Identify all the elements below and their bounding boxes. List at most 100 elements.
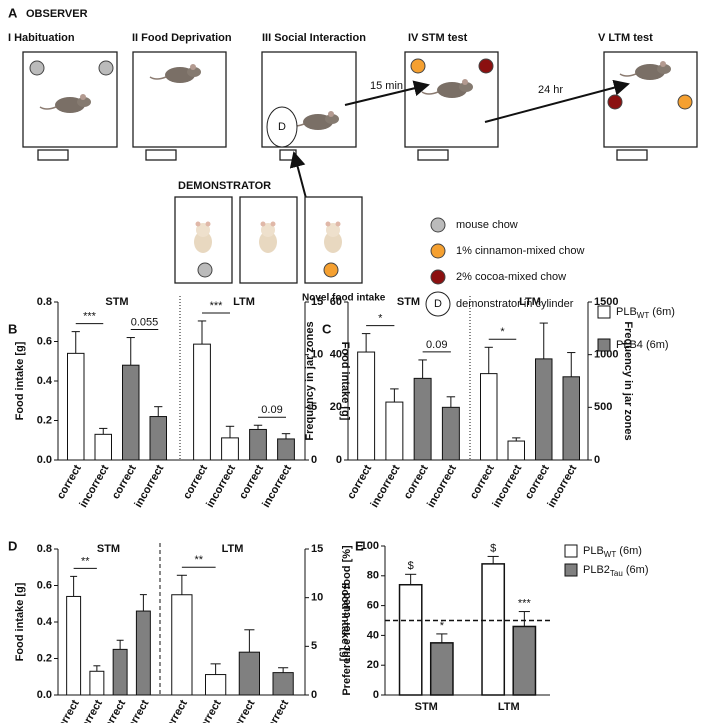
significance-label: $ (490, 542, 496, 554)
x-tick-label: correct (345, 463, 374, 502)
y2-tick-label: 1000 (594, 349, 618, 361)
y2-tick-label: 0 (311, 454, 317, 466)
y2-tick-label: 5 (311, 640, 317, 652)
legend-suffix: (6m) (616, 545, 642, 557)
significance-label: *** (83, 311, 97, 323)
bar (89, 670, 105, 696)
arrow (484, 79, 630, 123)
y-tick-label: 20 (367, 659, 379, 671)
legend-suffix: (6m) (623, 564, 649, 576)
chow (197, 262, 213, 278)
group-title: STM (97, 543, 120, 555)
y2-axis-label: Food intake [g] (339, 583, 351, 662)
bar (112, 648, 128, 696)
significance-label: * (440, 620, 445, 632)
arrow-label: 15 min (370, 80, 403, 92)
legend-label: PLBWT (6m) (583, 545, 642, 559)
chow (478, 58, 494, 74)
legend-swatch (564, 544, 578, 558)
significance-label: ** (194, 554, 203, 566)
y-tick-label: 0.8 (37, 543, 52, 555)
cylinder-mark: D (434, 298, 442, 310)
bar (171, 594, 193, 696)
legend-swatch (425, 291, 451, 317)
bar (512, 625, 537, 696)
group-title: LTM (233, 296, 255, 308)
bar (66, 595, 82, 696)
legend-label: 2% cocoa-mixed chow (456, 271, 566, 283)
y2-tick-label: 5 (311, 401, 317, 413)
bar (249, 428, 267, 461)
y-tick-label: 100 (361, 540, 379, 552)
bar (135, 610, 151, 696)
stage-label: III Social Interaction (262, 32, 366, 44)
legend-label: PLB4 (6m) (616, 339, 669, 351)
cylinder (266, 106, 298, 148)
tag (417, 149, 449, 161)
y2-tick-label: 15 (311, 543, 323, 555)
y2-axis-label: Frequency in jar zones (622, 321, 634, 440)
significance-label: * (378, 313, 383, 325)
y-tick-label: 0 (336, 454, 342, 466)
y2-tick-label: 10 (311, 349, 323, 361)
y-tick-label: 80 (367, 570, 379, 582)
significance-label: * (500, 326, 505, 338)
legend-label: PLBWT (6m) (616, 306, 675, 320)
bar (193, 343, 211, 461)
bar (67, 352, 85, 461)
y-axis-label: Frequency in jar zones (304, 321, 316, 440)
y-tick-label: 0.6 (37, 579, 52, 591)
demonstrator-caption: Novel food intake (302, 293, 386, 304)
y2-tick-label: 1500 (594, 296, 618, 308)
bar (562, 376, 580, 461)
group-title: STM (105, 296, 128, 308)
chow (323, 262, 339, 278)
bar (122, 364, 140, 461)
legend-swatch (430, 269, 446, 285)
legend-sub: WT (604, 550, 617, 559)
y-tick-label: 0 (373, 689, 379, 701)
tag (37, 149, 69, 161)
chow (607, 94, 623, 110)
x-tick-label: STM (415, 701, 438, 713)
x-tick-label: correct (523, 463, 552, 502)
panel-a: A OBSERVER I Habituation II Food Depriva… (8, 5, 698, 317)
bar (272, 672, 294, 696)
legend-label: PLB2Tau (6m) (583, 564, 649, 578)
cage (132, 51, 227, 148)
bar (535, 358, 553, 461)
x-tick-label: incorrect (190, 698, 224, 723)
bar (238, 651, 260, 696)
y-tick-label: 60 (330, 296, 342, 308)
legend-label: mouse chow (456, 219, 518, 231)
arrow-label: 24 hr (538, 84, 563, 96)
x-tick-label: correct (237, 463, 266, 502)
legend-swatch (430, 217, 446, 233)
y-tick-label: 0.2 (37, 652, 52, 664)
bar (398, 583, 423, 696)
significance-label: 0.09 (426, 339, 447, 351)
stage-label: IV STM test (408, 32, 468, 44)
bar (149, 416, 167, 461)
significance-label: *** (210, 300, 224, 312)
group-title: LTM (222, 543, 244, 555)
bar (94, 433, 112, 461)
bar (441, 406, 460, 461)
y-tick-label: 0.4 (37, 616, 53, 628)
x-tick-label: correct (181, 463, 210, 502)
legend-name: PLB4 (6m) (616, 339, 669, 351)
panel-letter: A (8, 5, 18, 20)
legend-sub: Tau (610, 569, 623, 578)
significance-label: $ (408, 560, 414, 572)
panel-letter: D (8, 538, 17, 553)
x-tick-label: correct (55, 463, 84, 502)
y-tick-label: 0.0 (37, 454, 52, 466)
tag (145, 149, 177, 161)
y-tick-label: 0.4 (37, 375, 53, 387)
y-tick-label: 40 (367, 629, 379, 641)
bar (277, 438, 295, 461)
legend-suffix: (6m) (649, 306, 675, 318)
bar (480, 373, 498, 461)
bar (385, 401, 404, 461)
